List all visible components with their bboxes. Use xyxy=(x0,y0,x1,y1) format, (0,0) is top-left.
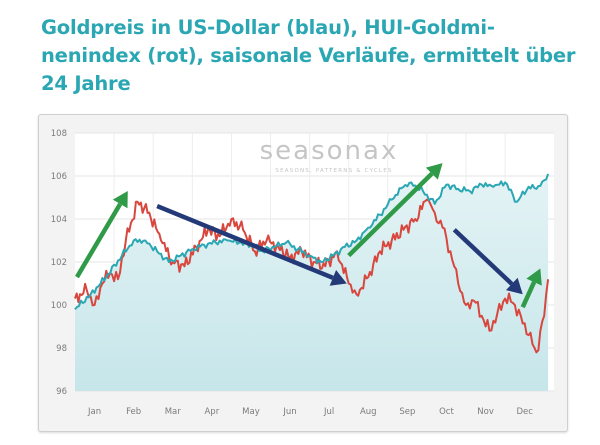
x-tick-label-7: Aug xyxy=(360,407,377,417)
x-tick-label-8: Sep xyxy=(399,407,415,417)
y-tick-label-1: 98 xyxy=(56,344,67,354)
arrow-up-2 xyxy=(347,163,443,258)
chart-title-line-2: nenindex (rot), saisonale Verläufe, ermi… xyxy=(41,44,576,67)
chart-title-line-3: 24 Jahre xyxy=(41,72,131,95)
y-tick-label-5: 106 xyxy=(51,172,67,182)
y-tick-label-6: 108 xyxy=(51,129,67,139)
watermark: seasonax SEASONS, PATTERNS & CYCLES xyxy=(260,136,399,174)
y-tick-labels: 96 98 100 102 104 106 108 xyxy=(51,129,67,397)
arrow-head xyxy=(112,191,128,209)
watermark-tagline: SEASONS, PATTERNS & CYCLES xyxy=(275,168,392,174)
arrow-down-1 xyxy=(156,204,347,286)
arrow-shaft xyxy=(520,281,537,309)
arrow-head xyxy=(526,268,542,286)
arrow-shaft xyxy=(347,172,434,258)
y-tick-label-0: 96 xyxy=(56,387,67,397)
x-tick-label-11: Dec xyxy=(516,407,533,417)
arrow-head xyxy=(425,163,443,180)
y-tick-label-3: 102 xyxy=(51,258,67,268)
x-tick-label-2: Mar xyxy=(165,407,182,417)
y-tick-label-2: 100 xyxy=(51,301,67,311)
x-tick-label-9: Oct xyxy=(439,407,454,417)
arrow-down-3 xyxy=(452,228,523,295)
gold-area-fill xyxy=(75,173,549,391)
chart-title: Goldpreis in US-Dollar (blau), HUI-Goldm… xyxy=(41,14,581,98)
arrow-shaft xyxy=(452,228,514,286)
x-tick-label-6: Jul xyxy=(323,407,334,417)
arrow-up-4 xyxy=(520,268,542,309)
y-tick-label-4: 104 xyxy=(51,215,67,225)
arrow-head xyxy=(505,277,523,295)
watermark-brand: seasonax xyxy=(260,136,399,166)
x-tick-labels: Jan Feb Mar Apr May Jun Jul Aug Sep Oct Nov Dec xyxy=(87,407,533,417)
arrow-shaft xyxy=(156,204,334,280)
arrow-up-0 xyxy=(75,191,128,279)
gold-price-line xyxy=(74,173,550,310)
annotation-arrows xyxy=(75,163,542,309)
x-tick-label-0: Jan xyxy=(87,407,101,417)
x-tick-label-5: Jun xyxy=(282,407,296,417)
arrow-shaft xyxy=(75,202,123,279)
hui-index-line xyxy=(74,198,550,354)
chart-title-line-1: Goldpreis in US-Dollar (blau), HUI-Goldm… xyxy=(41,16,495,39)
series-layer xyxy=(74,173,550,354)
x-tick-label-1: Feb xyxy=(126,407,141,417)
x-tick-label-10: Nov xyxy=(477,407,494,417)
arrow-head xyxy=(329,269,347,286)
x-tick-label-3: Apr xyxy=(204,407,219,417)
x-tick-label-4: May xyxy=(242,407,260,417)
